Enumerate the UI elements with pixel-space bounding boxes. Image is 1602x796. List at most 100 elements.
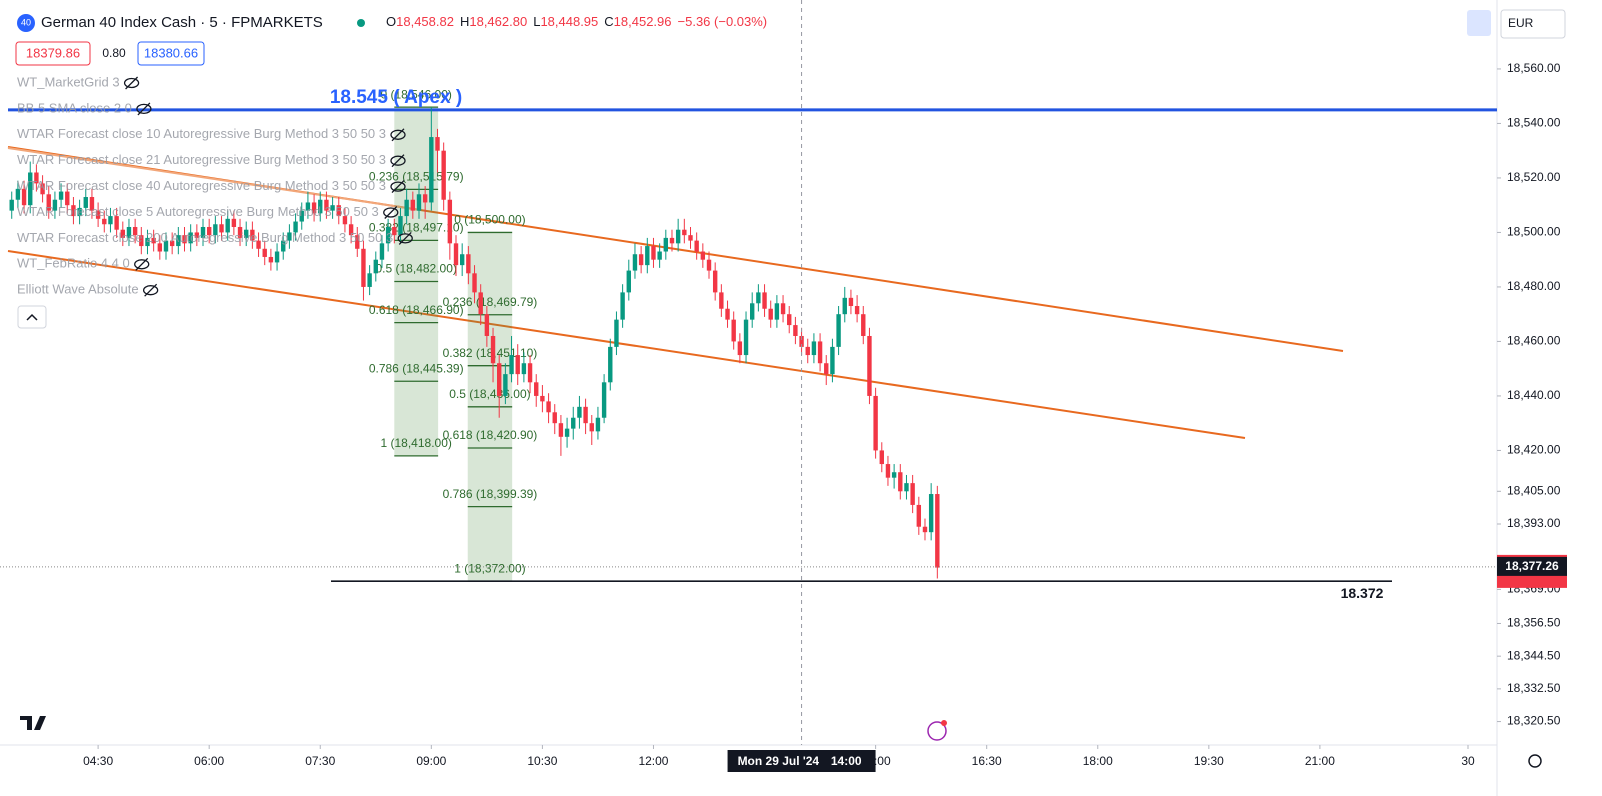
candle-body — [472, 273, 477, 293]
spread: 0.80 — [102, 46, 126, 60]
x-tick-label: 06:00 — [194, 754, 224, 768]
candle-body — [861, 314, 866, 336]
last-price-tag — [1497, 556, 1567, 576]
visibility-icon[interactable] — [142, 285, 159, 296]
candle-body — [139, 235, 144, 247]
y-tick-label: 18,480.00 — [1507, 279, 1561, 293]
ask: 18380.66 — [144, 45, 198, 60]
candle-body — [77, 207, 82, 217]
candle-body — [299, 210, 304, 222]
candle-body — [928, 494, 934, 533]
ask-box[interactable] — [137, 41, 205, 66]
visibility-icon[interactable] — [123, 77, 140, 89]
y-tick-label: 18,520.00 — [1507, 170, 1561, 184]
candle-body — [503, 374, 508, 396]
candle-body — [885, 464, 891, 478]
candle-body — [213, 224, 218, 236]
collapse-button[interactable] — [17, 305, 47, 329]
candle-body — [484, 314, 490, 336]
visibility-slash — [125, 76, 139, 90]
fib-label: 0.382 (18,451.10) — [443, 346, 538, 360]
candle-body — [182, 235, 187, 244]
candle-body — [21, 188, 27, 206]
fib-label: 0.618 (18,420.90) — [443, 428, 538, 442]
candle-body — [132, 226, 138, 236]
fib-label: 0.5 (18,482.00) — [376, 262, 457, 276]
candle-body — [527, 363, 533, 383]
candle-body — [558, 423, 564, 437]
candle-body — [534, 382, 539, 396]
candle-body — [435, 137, 440, 151]
visibility-slash — [144, 283, 158, 297]
currency-button[interactable] — [1500, 9, 1566, 39]
visibility-icon[interactable] — [397, 233, 413, 244]
candle-body — [540, 395, 545, 402]
candle-body — [459, 254, 465, 266]
candle-body — [392, 226, 397, 236]
y-tick-label: 18,560.00 — [1507, 61, 1561, 75]
visibility-icon[interactable] — [390, 181, 406, 192]
candle-body — [805, 346, 810, 356]
candle-body — [108, 216, 113, 225]
candle-body — [274, 251, 280, 263]
y-tick-label: 18,500.00 — [1507, 225, 1561, 239]
candle-body — [385, 226, 391, 244]
candle-body — [373, 259, 378, 274]
sync-button[interactable] — [1467, 10, 1491, 36]
candle-body — [219, 224, 224, 233]
bid-box[interactable] — [15, 41, 91, 66]
candle-body — [287, 232, 292, 241]
tv-logo[interactable] — [20, 716, 46, 730]
candle-body — [848, 297, 854, 307]
candle-body — [614, 319, 619, 347]
x-tick-label: 07:30 — [305, 754, 335, 768]
settings-icon[interactable] — [1528, 754, 1542, 768]
candle-body — [225, 218, 230, 233]
candle-body — [262, 248, 267, 257]
candle-body — [904, 483, 909, 492]
symbol-title[interactable]: German 40 Index Cash · 5 · FPMARKETS — [41, 14, 323, 31]
visibility-icon[interactable] — [383, 207, 399, 218]
candle-body — [15, 188, 21, 200]
visibility-icon[interactable] — [390, 129, 406, 140]
forecast-line — [7, 147, 421, 211]
candle-body — [355, 235, 360, 249]
visibility-slash — [137, 102, 151, 116]
candle-body — [854, 306, 860, 315]
x-tick-label: 09:00 — [416, 754, 446, 768]
visibility-icon[interactable] — [390, 155, 406, 166]
indicator-label: WT_MarketGrid 3 — [17, 74, 120, 89]
target-label: 18.372 — [1341, 585, 1384, 601]
ohlc-value: 18,462.80 — [469, 14, 527, 29]
candle-body — [620, 292, 625, 320]
market-status[interactable] — [357, 19, 365, 27]
visibility-icon[interactable] — [136, 103, 152, 115]
candle-body — [145, 237, 150, 247]
candle-body — [305, 202, 311, 211]
visibility-icon[interactable] — [134, 259, 150, 270]
fib-label: 0.236 (18,515.79) — [369, 170, 464, 184]
y-tick-label: 18,440.00 — [1507, 388, 1561, 402]
candle-body — [330, 205, 335, 211]
candle-body — [379, 243, 385, 260]
candle-body — [564, 428, 570, 437]
candle-body — [787, 314, 792, 326]
x-tick-label: 04:30 — [83, 754, 113, 768]
candle-body — [256, 240, 261, 249]
x-tick-label: 30 — [1461, 754, 1475, 768]
alert-icon[interactable] — [927, 721, 947, 741]
candle-body — [608, 346, 613, 383]
candle-body — [552, 412, 557, 424]
channel-lower[interactable] — [7, 250, 1246, 439]
indicator-label: WT_FebRatio 4 4 0 — [17, 256, 130, 271]
candle-body — [632, 254, 638, 271]
y-tick-label: 18,344.50 — [1507, 648, 1561, 662]
candle-body — [163, 240, 169, 252]
overlay: 40 German 40 Index Cash · 5 · FPMARKETS … — [15, 9, 1567, 772]
alert-dot — [941, 720, 947, 726]
candle-body — [336, 205, 341, 217]
candle-body — [712, 270, 718, 293]
x-tick-label: 18:00 — [1083, 754, 1113, 768]
candle-body — [441, 150, 446, 200]
ohlc: O18,458.82 H18,462.80 L18,448.95 C18,452.96… — [386, 14, 767, 29]
